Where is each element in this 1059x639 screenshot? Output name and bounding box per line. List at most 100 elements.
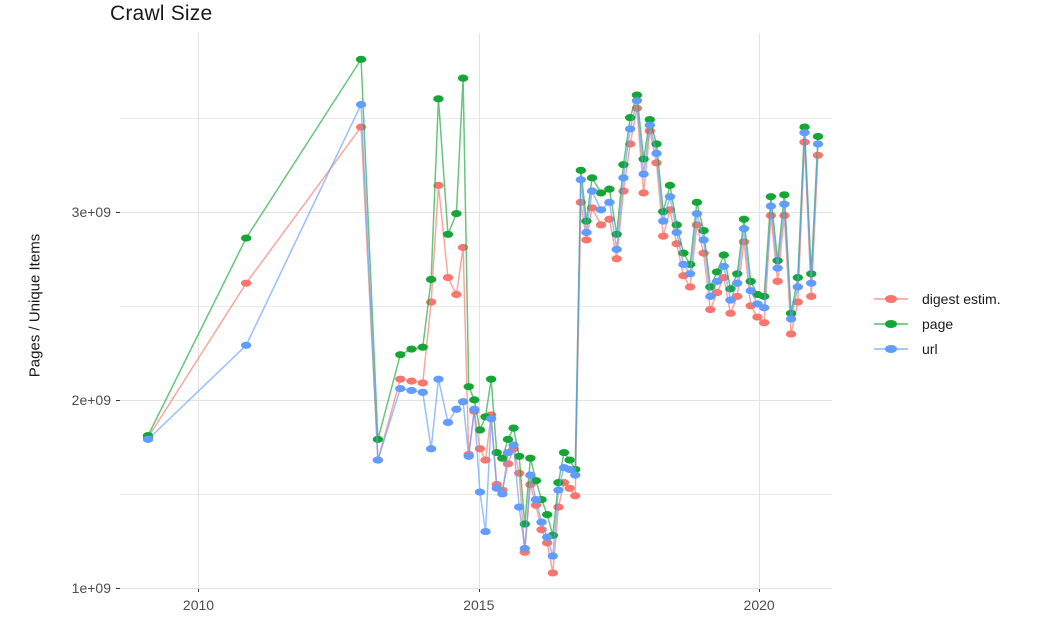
- data-point: [463, 452, 474, 460]
- legend-item-digest-estim[interactable]: digest estim.: [874, 286, 1054, 311]
- series-line: [147, 100, 819, 557]
- data-point: [581, 217, 592, 225]
- series-page: [142, 55, 824, 539]
- chart-title: Crawl Size: [110, 2, 213, 25]
- data-point: [752, 313, 763, 321]
- data-point: [463, 383, 474, 391]
- data-point: [684, 270, 696, 278]
- data-point: [564, 456, 575, 464]
- data-point: [485, 415, 497, 423]
- data-point: [792, 283, 803, 291]
- data-point: [525, 471, 536, 479]
- data-point: [678, 260, 689, 269]
- gridline-horizontal-minor: [120, 305, 832, 307]
- data-point: [738, 215, 750, 223]
- data-point: [451, 210, 462, 218]
- data-point: [564, 484, 575, 492]
- data-point: [457, 74, 469, 82]
- data-point: [664, 181, 676, 189]
- data-point: [772, 257, 783, 265]
- data-point: [586, 174, 598, 182]
- data-point: [799, 129, 810, 137]
- series-line: [147, 56, 819, 536]
- data-point: [570, 471, 581, 479]
- data-point: [581, 236, 592, 244]
- legend-label: url: [922, 340, 938, 357]
- data-point: [732, 270, 743, 278]
- data-point: [530, 477, 542, 485]
- data-point: [547, 569, 559, 577]
- data-point: [718, 251, 729, 259]
- data-point: [651, 149, 662, 158]
- data-point: [595, 221, 607, 229]
- data-point: [372, 456, 384, 464]
- data-point: [442, 273, 454, 282]
- data-point: [658, 217, 669, 225]
- data-point: [806, 279, 817, 287]
- data-point: [671, 221, 682, 229]
- data-point: [417, 379, 428, 387]
- data-point: [618, 174, 629, 182]
- data-point: [664, 193, 676, 201]
- x-tick-label: 2015: [463, 597, 495, 613]
- data-point: [502, 435, 514, 443]
- series-url: [142, 97, 824, 560]
- data-point: [638, 170, 649, 178]
- data-point: [502, 448, 514, 457]
- data-point: [651, 140, 662, 148]
- data-point: [618, 187, 629, 195]
- data-point: [785, 330, 797, 338]
- data-point: [586, 187, 598, 195]
- data-point: [711, 277, 723, 285]
- y-tick-label: 1e+09: [71, 580, 111, 596]
- gridline-horizontal-major: [120, 211, 832, 213]
- gridline-vertical-major: [478, 33, 480, 588]
- data-point: [553, 479, 564, 487]
- legend-label: digest estim.: [922, 290, 1001, 307]
- data-point: [451, 405, 462, 413]
- data-point: [785, 315, 797, 323]
- data-point: [806, 292, 817, 300]
- data-point: [395, 351, 406, 359]
- gridline-vertical-major: [759, 33, 761, 588]
- data-point: [631, 97, 643, 105]
- data-point: [525, 454, 536, 462]
- x-tick-mark: [198, 588, 200, 592]
- data-point: [631, 91, 643, 99]
- x-tick-mark: [759, 588, 761, 592]
- legend-item-page[interactable]: page: [874, 311, 1054, 336]
- data-point: [779, 200, 790, 208]
- gridline-horizontal-minor: [120, 493, 832, 495]
- data-point: [624, 125, 636, 133]
- series-layer: [142, 55, 824, 577]
- data-point: [497, 454, 508, 462]
- data-point: [611, 230, 622, 238]
- data-point: [519, 544, 530, 553]
- data-point: [618, 161, 629, 169]
- data-point: [570, 492, 581, 500]
- y-tick-mark: [116, 588, 120, 589]
- data-point: [595, 189, 607, 197]
- data-point: [530, 495, 542, 504]
- data-point: [355, 55, 367, 63]
- data-point: [745, 287, 756, 295]
- data-point: [658, 232, 669, 240]
- series-digest-estim: [142, 104, 824, 577]
- data-point: [513, 503, 525, 511]
- data-point: [457, 398, 469, 406]
- x-tick-label: 2010: [182, 597, 215, 613]
- data-point: [644, 115, 655, 124]
- data-point: [725, 296, 736, 304]
- data-point: [779, 191, 790, 199]
- data-point: [474, 488, 486, 496]
- data-point: [542, 533, 553, 541]
- data-point: [406, 345, 417, 353]
- legend-item-url[interactable]: url: [874, 336, 1054, 361]
- legend-dot-icon: [885, 344, 897, 353]
- data-point: [433, 375, 444, 383]
- data-point: [604, 185, 615, 193]
- data-point: [395, 375, 406, 383]
- data-point: [705, 292, 716, 300]
- data-point: [406, 386, 417, 395]
- data-point: [425, 275, 437, 284]
